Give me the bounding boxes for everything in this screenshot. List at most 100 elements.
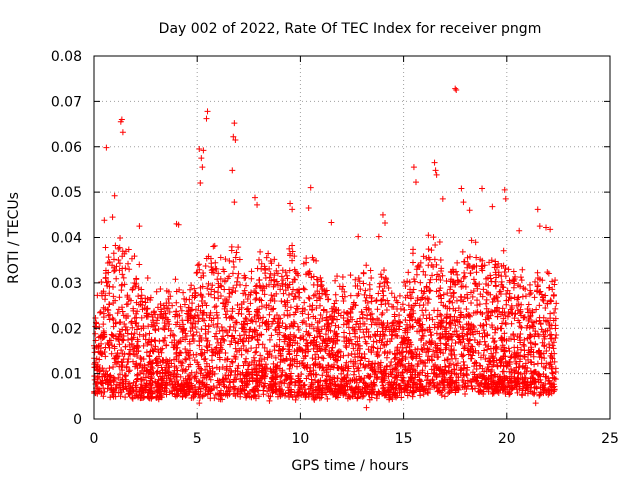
data-point <box>380 288 387 295</box>
data-point <box>269 389 276 396</box>
data-point <box>333 388 340 395</box>
data-point <box>109 315 116 322</box>
data-point <box>312 394 319 401</box>
data-point <box>270 373 277 380</box>
data-point <box>336 348 343 355</box>
data-point <box>256 381 263 388</box>
data-point <box>453 297 460 304</box>
data-point <box>453 316 460 323</box>
data-point <box>485 384 492 391</box>
data-point <box>245 308 252 315</box>
data-point <box>504 313 511 320</box>
data-point <box>173 349 180 356</box>
data-point <box>98 340 105 347</box>
data-point <box>231 353 238 360</box>
data-point <box>161 319 168 326</box>
data-point <box>97 350 104 357</box>
data-point <box>237 393 244 400</box>
data-point <box>296 346 303 353</box>
data-point <box>153 320 160 327</box>
data-point <box>265 250 272 257</box>
data-point <box>321 346 328 353</box>
data-point <box>138 376 145 383</box>
data-point <box>459 283 466 290</box>
data-point <box>538 291 545 298</box>
data-point <box>485 290 492 297</box>
data-point <box>323 364 330 371</box>
data-point <box>337 354 344 361</box>
data-point <box>409 389 416 396</box>
data-point <box>178 307 185 314</box>
data-point <box>196 379 203 386</box>
data-point <box>375 290 382 297</box>
data-point <box>402 316 409 323</box>
data-point <box>534 376 541 383</box>
data-point <box>343 374 350 381</box>
data-point <box>499 368 506 375</box>
data-point <box>289 257 296 264</box>
data-point <box>522 360 529 367</box>
data-point <box>550 345 557 352</box>
data-point <box>193 269 200 276</box>
data-point <box>177 303 184 310</box>
data-point <box>190 351 197 358</box>
data-point <box>113 263 120 270</box>
data-point <box>389 391 396 398</box>
grid-lines <box>94 56 610 419</box>
data-point <box>438 392 445 399</box>
tick-labels: 00.010.020.030.040.050.060.070.080 5 10 15 2… <box>51 49 619 447</box>
data-point <box>379 324 386 331</box>
data-point <box>460 365 467 372</box>
data-point <box>377 280 384 287</box>
data-point <box>459 377 466 384</box>
data-point <box>531 391 538 398</box>
data-point <box>196 400 203 407</box>
data-point <box>229 359 236 366</box>
data-point <box>471 336 478 343</box>
data-point <box>306 368 313 375</box>
data-point <box>233 319 240 326</box>
data-point <box>453 268 460 275</box>
data-point <box>293 352 300 359</box>
data-point <box>484 346 491 353</box>
data-point <box>164 316 171 323</box>
data-point <box>488 322 495 329</box>
data-point <box>197 291 204 298</box>
data-point <box>100 328 107 335</box>
data-point <box>507 384 514 391</box>
data-point <box>343 344 350 351</box>
data-point <box>437 389 444 396</box>
data-point <box>537 391 544 398</box>
data-point <box>533 306 540 313</box>
data-point <box>414 317 421 324</box>
data-point <box>212 391 219 398</box>
data-point <box>335 324 342 331</box>
data-point <box>445 390 452 397</box>
data-point <box>147 348 154 355</box>
data-point <box>426 288 433 295</box>
data-point <box>443 340 450 347</box>
data-point <box>243 372 250 379</box>
data-point <box>549 355 556 362</box>
data-point <box>351 360 358 367</box>
data-point <box>330 391 337 398</box>
data-point <box>180 382 187 389</box>
data-point <box>281 380 288 387</box>
data-point <box>547 315 554 322</box>
data-point <box>360 269 367 276</box>
data-point <box>261 363 268 370</box>
data-point <box>352 282 359 289</box>
data-point <box>410 366 417 373</box>
data-point <box>283 272 290 279</box>
data-point <box>357 357 364 364</box>
data-point <box>488 257 495 264</box>
data-point <box>244 295 251 302</box>
data-point <box>428 366 435 373</box>
data-point <box>436 335 443 342</box>
data-point <box>235 244 242 251</box>
data-point <box>489 298 496 305</box>
data-point <box>324 395 331 402</box>
data-point <box>421 327 428 334</box>
data-point <box>356 350 363 357</box>
data-point <box>513 302 520 309</box>
